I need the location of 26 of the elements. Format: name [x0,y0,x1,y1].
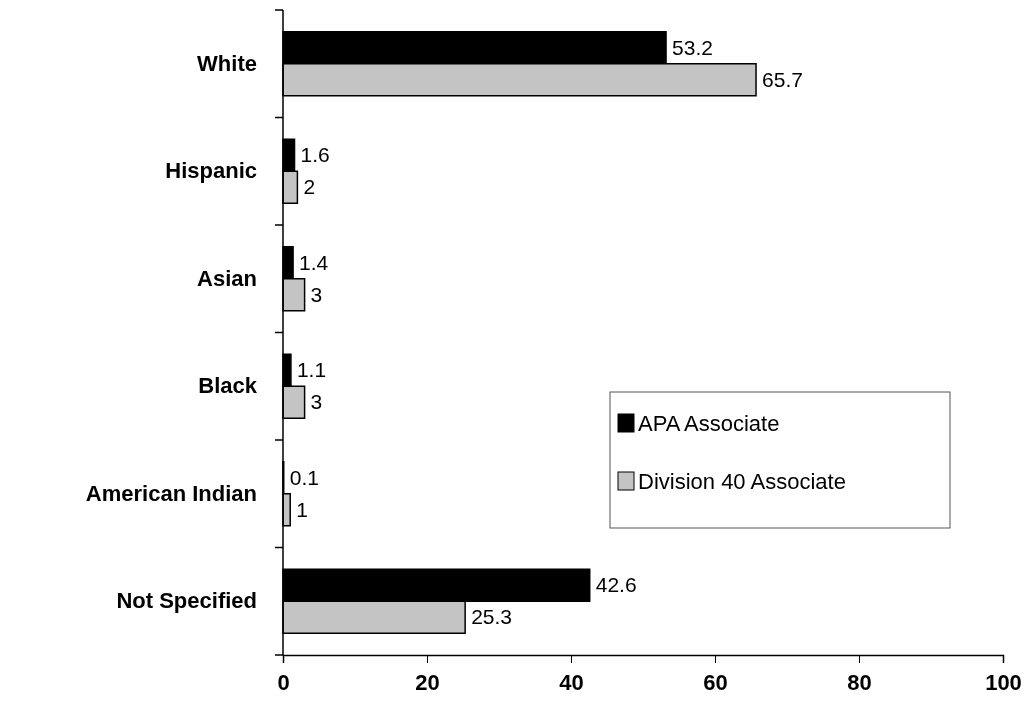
y-tick-label: Hispanic [165,158,257,184]
data-label: 1.6 [300,143,330,167]
y-tick-label: Not Specified [116,588,257,614]
data-label: 42.6 [595,573,637,597]
y-tick-label: American Indian [85,480,257,506]
data-label: 3 [310,390,323,414]
x-tick-label: 60 [703,670,728,696]
x-tick-label: 40 [559,670,584,696]
legend-label: Division 40 Associate [638,469,846,494]
x-tick-label: 20 [415,670,440,696]
data-label: 65.7 [762,67,803,91]
data-label: 2 [303,175,316,199]
data-label: 53.2 [672,35,713,59]
y-tick-label: White [197,50,257,76]
data-label: 25.3 [471,605,513,629]
data-label: 1.1 [296,358,327,382]
y-tick-label: Black [198,373,258,399]
data-label: 1.4 [299,250,329,274]
data-label: 3 [310,282,323,306]
data-label: 0.1 [289,465,319,489]
legend-label: APA Associate [638,411,780,436]
x-tick-label: 80 [847,670,872,696]
x-tick-label: 0 [277,670,290,696]
x-tick-label: 100 [985,670,1022,696]
data-label: 1 [296,497,308,521]
y-tick-label: Asian [197,265,257,291]
